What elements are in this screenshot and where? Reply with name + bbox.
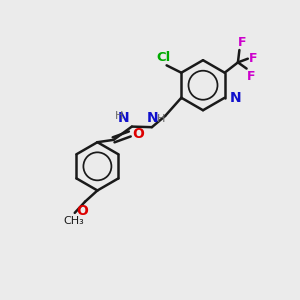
Text: H: H: [157, 114, 165, 124]
Text: CH₃: CH₃: [63, 216, 84, 226]
Text: N: N: [230, 91, 242, 105]
Text: H: H: [115, 111, 123, 121]
Text: N: N: [147, 111, 158, 125]
Text: F: F: [238, 36, 246, 49]
Text: Cl: Cl: [156, 51, 170, 64]
Text: F: F: [247, 70, 255, 83]
Text: F: F: [249, 52, 257, 65]
Text: N: N: [118, 111, 129, 125]
Text: O: O: [77, 204, 88, 218]
Text: O: O: [132, 127, 144, 141]
